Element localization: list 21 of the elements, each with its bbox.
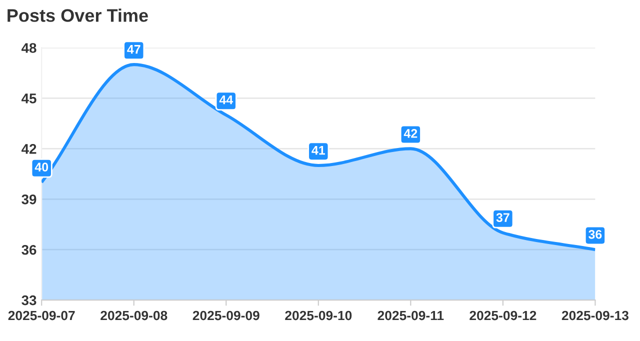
- data-label: 36: [588, 230, 602, 239]
- x-tick-label: 2025-09-12: [470, 310, 536, 320]
- x-tick-label: 2025-09-11: [378, 310, 444, 320]
- data-label: 40: [34, 162, 48, 172]
- y-tick-label: 45: [22, 94, 36, 104]
- y-tick-label: 36: [22, 244, 36, 255]
- data-label: 42: [404, 129, 418, 138]
- y-tick-label: 42: [22, 144, 36, 154]
- data-label: 47: [127, 45, 140, 54]
- x-tick-label: 2025-09-09: [192, 310, 260, 320]
- y-tick-label: 48: [22, 43, 36, 53]
- x-tick-label: 2025-09-10: [285, 310, 352, 320]
- data-label: 41: [312, 146, 326, 155]
- chart-title: Posts Over Time: [8, 8, 148, 22]
- y-tick-label: 33: [22, 295, 36, 306]
- x-tick-label: 2025-09-13: [562, 310, 628, 320]
- data-label: 44: [219, 96, 234, 104]
- x-tick-label: 2025-09-07: [8, 310, 75, 320]
- y-tick-label: 39: [22, 194, 36, 204]
- data-label: 37: [496, 213, 510, 222]
- x-tick-label: 2025-09-08: [100, 310, 168, 320]
